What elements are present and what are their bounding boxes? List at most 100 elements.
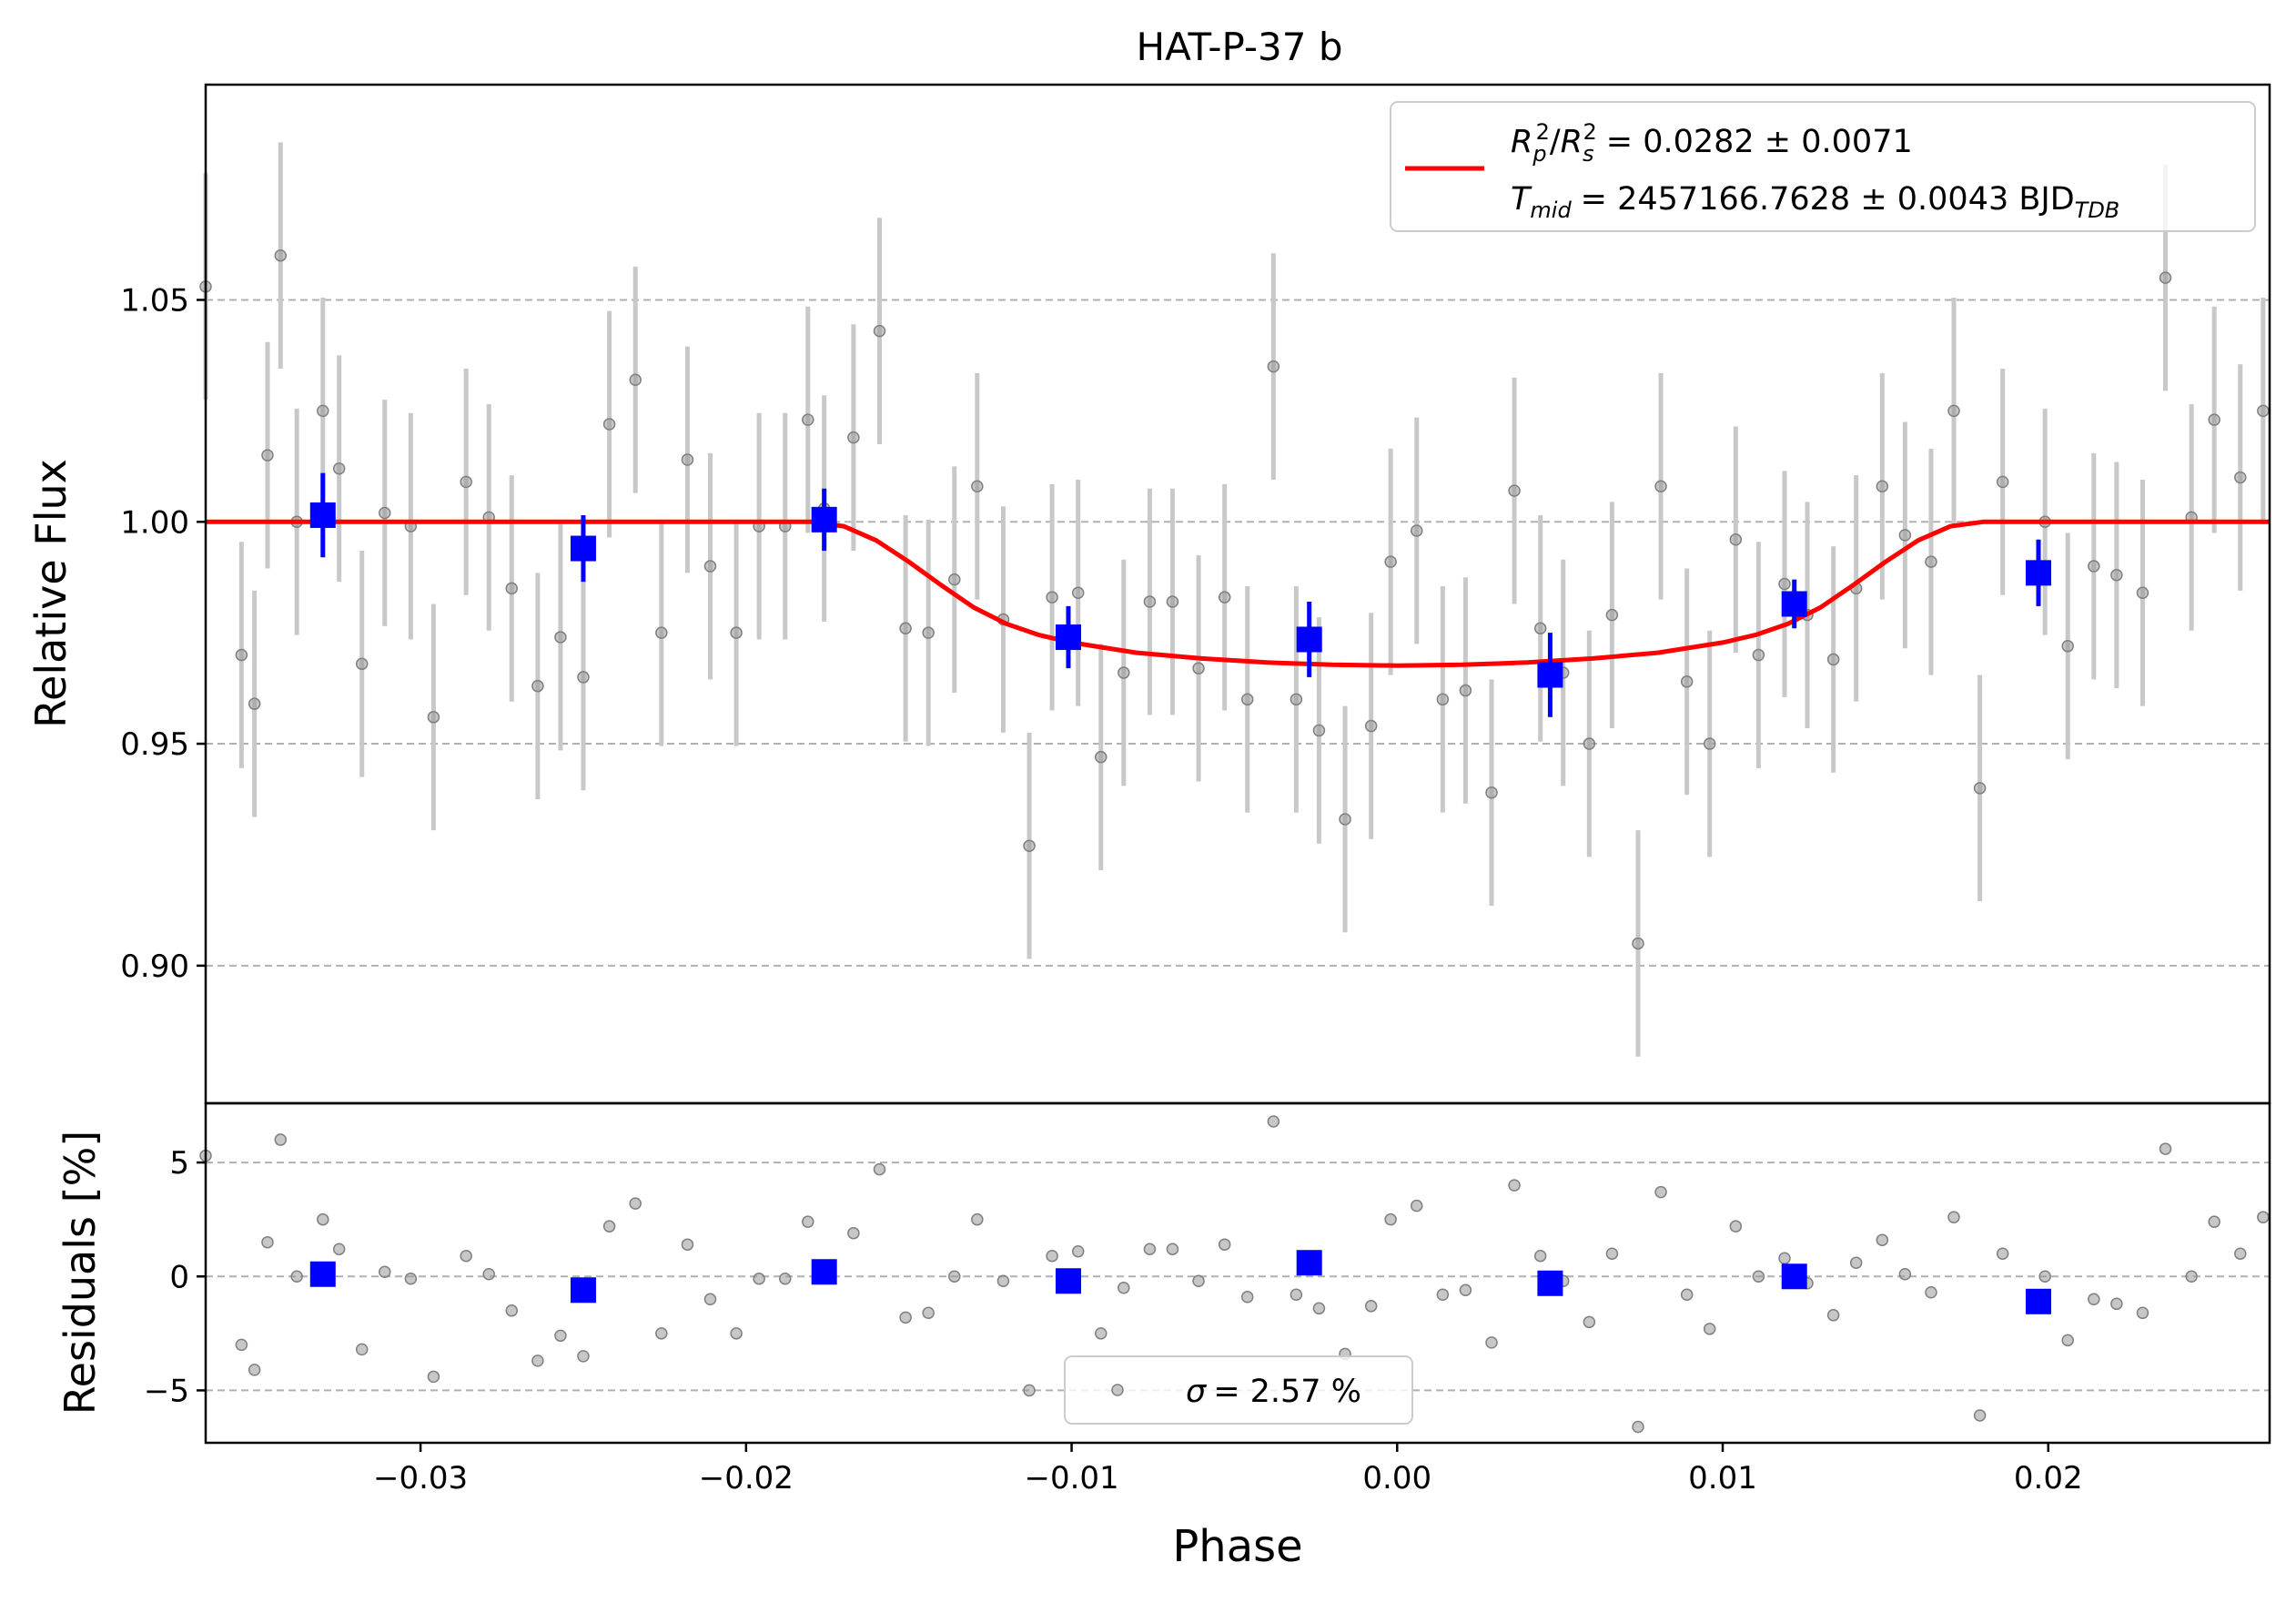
flux-binned-point <box>811 506 837 533</box>
flux-raw-point <box>248 697 261 710</box>
residuals-binned-point <box>1055 1268 1081 1294</box>
flux-raw-point <box>1071 586 1085 600</box>
residuals-raw-point <box>2159 1142 2172 1155</box>
residuals-raw-point <box>1485 1336 1498 1349</box>
residuals-raw-point <box>1023 1384 1036 1397</box>
residuals-raw-point <box>996 1274 1010 1288</box>
residuals-raw-point <box>1583 1315 1596 1329</box>
residuals-raw-point <box>1166 1243 1179 1255</box>
residuals-raw-point <box>460 1249 472 1263</box>
residuals-raw-point <box>505 1304 519 1317</box>
chart-title: HAT-P-37 b <box>1136 25 1342 69</box>
residuals-binned-point <box>2026 1288 2052 1314</box>
residuals-raw-point <box>248 1364 261 1376</box>
residuals-raw-point <box>531 1354 544 1367</box>
phase-x-ticks: −0.03 −0.02 −0.01 0.00 0.01 0.02 <box>373 1443 2083 1496</box>
residuals-raw-point <box>1459 1283 1472 1297</box>
residuals-raw-point <box>1143 1243 1157 1255</box>
flux-raw-point <box>2234 471 2247 484</box>
residuals-binned-point <box>1537 1270 1563 1296</box>
residuals-y-ticks: −5 0 5 <box>144 1145 206 1409</box>
flux-raw-point <box>1312 724 1326 737</box>
flux-raw-point <box>629 373 642 386</box>
flux-raw-point <box>2061 640 2074 653</box>
flux-raw-point <box>1485 786 1498 799</box>
residuals-raw-point <box>2208 1215 2220 1228</box>
flux-binned-point <box>2026 560 2052 586</box>
residuals-binned-point <box>811 1259 837 1285</box>
x-tick-label: 0.00 <box>1362 1460 1431 1496</box>
residuals-panel: −5 0 5 Residuals [%] σ = 2.57 % <box>56 1101 2271 1445</box>
flux-raw-point <box>1533 622 1547 635</box>
flux-raw-point <box>1339 813 1351 826</box>
residuals-y-tick-label: −5 <box>144 1373 189 1409</box>
flux-raw-point <box>1218 591 1231 604</box>
residuals-panel-frame <box>204 1101 2271 1445</box>
flux-raw-point <box>1778 577 1791 591</box>
flux-y-tick-label: 1.00 <box>120 504 189 541</box>
residuals-raw-point <box>554 1329 567 1343</box>
residuals-raw-point <box>317 1212 329 1226</box>
residuals-raw-point <box>1654 1185 1667 1199</box>
flux-raw-point <box>261 449 274 462</box>
flux-raw-point <box>1143 595 1157 608</box>
residuals-raw-point <box>922 1306 935 1320</box>
residuals-raw-point <box>1533 1249 1547 1263</box>
residuals-raw-point <box>355 1343 369 1356</box>
residuals-raw-point <box>290 1270 303 1283</box>
flux-raw-point <box>2110 569 2123 582</box>
flux-binned-points <box>309 472 2052 717</box>
x-axis-label: Phase <box>1172 1521 1302 1572</box>
flux-raw-point <box>317 404 329 418</box>
flux-raw-point <box>554 631 567 644</box>
residuals-raw-point <box>1312 1302 1326 1315</box>
flux-raw-point <box>1384 555 1397 568</box>
flux-y-tick-label: 0.95 <box>120 726 189 763</box>
flux-raw-point <box>2208 413 2220 426</box>
residuals-raw-point <box>948 1270 961 1283</box>
x-tick-label: −0.01 <box>1024 1460 1118 1496</box>
flux-binned-point <box>570 535 596 562</box>
residuals-raw-point <box>577 1350 590 1363</box>
x-tick-label: 0.01 <box>1688 1460 1757 1496</box>
residuals-raw-points <box>199 1115 2270 1434</box>
residuals-raw-point <box>1436 1288 1450 1302</box>
flux-raw-point <box>1729 533 1743 546</box>
residuals-binned-points <box>309 1250 2052 1314</box>
flux-raw-point <box>703 560 717 573</box>
flux-raw-point <box>1459 684 1472 697</box>
residuals-raw-point <box>1680 1288 1694 1302</box>
residuals-raw-point <box>482 1268 495 1281</box>
flux-raw-point <box>531 679 544 693</box>
legend-tmid-text: Tmid = 2457166.7628 ± 0.0043 BJDTDB <box>1511 181 2119 223</box>
residuals-y-tick-label: 0 <box>169 1259 189 1295</box>
residuals-raw-point <box>1703 1323 1716 1335</box>
residuals-raw-point <box>602 1220 616 1233</box>
flux-raw-point <box>655 626 668 639</box>
flux-raw-point <box>1023 839 1036 852</box>
flux-raw-point <box>1290 693 1303 706</box>
flux-raw-point <box>602 418 616 431</box>
residuals-raw-point <box>2061 1334 2074 1347</box>
flux-raw-point <box>355 657 369 671</box>
flux-binned-point <box>1537 662 1563 688</box>
flux-model-curve <box>206 519 2270 668</box>
residuals-raw-point <box>1118 1282 1130 1294</box>
residuals-raw-point <box>2185 1270 2198 1283</box>
flux-raw-point <box>1680 675 1694 688</box>
flux-raw-point <box>1996 475 2009 489</box>
residuals-raw-point <box>427 1370 440 1384</box>
residuals-raw-point <box>1384 1212 1397 1226</box>
residuals-raw-point <box>404 1273 418 1285</box>
flux-legend: Rp2/Rs2 = 0.0282 ± 0.0071 Tmid = 2457166.7… <box>1390 101 2256 232</box>
residuals-y-axis-label: Residuals [%] <box>56 1131 105 1415</box>
residuals-binned-point <box>1296 1250 1322 1276</box>
residuals-raw-point <box>971 1212 984 1226</box>
flux-raw-point <box>1826 653 1840 666</box>
residuals-raw-point <box>1947 1211 1960 1223</box>
flux-raw-point <box>427 711 440 724</box>
flux-y-tick-label: 0.90 <box>120 949 189 985</box>
residuals-binned-point <box>309 1261 336 1287</box>
flux-raw-point <box>1898 529 1912 542</box>
